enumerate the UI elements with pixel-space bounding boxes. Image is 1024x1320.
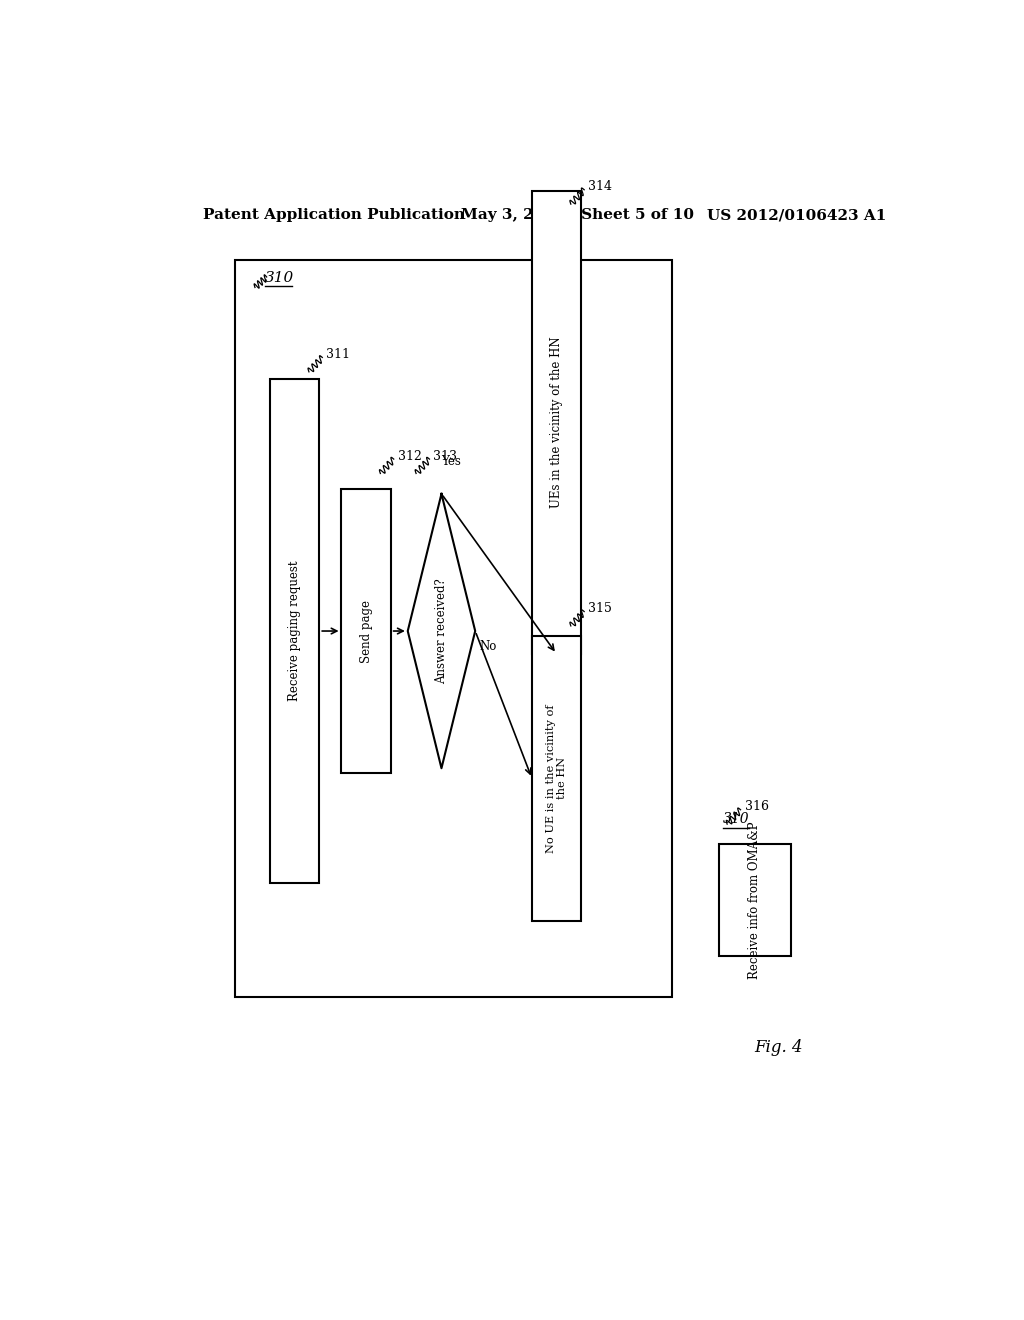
Text: 311: 311 [327,348,350,360]
Text: UEs in the vicinity of the HN: UEs in the vicinity of the HN [550,337,563,508]
Text: 314: 314 [588,181,612,193]
Polygon shape [408,494,475,768]
Text: US 2012/0106423 A1: US 2012/0106423 A1 [708,209,887,222]
Bar [531,636,582,921]
Text: No: No [479,640,497,653]
Bar [236,260,672,997]
Bar [719,845,791,956]
Text: 310: 310 [723,812,750,826]
Text: Yes: Yes [441,455,461,469]
Text: 316: 316 [744,800,768,813]
Text: No UE is in the vicinity of
the HN: No UE is in the vicinity of the HN [546,704,567,853]
Bar [531,191,582,653]
Text: 312: 312 [397,450,422,462]
Text: 313: 313 [433,450,458,462]
Bar [270,379,319,883]
Text: Fig. 4: Fig. 4 [755,1039,803,1056]
Text: 315: 315 [588,602,612,615]
Text: May 3, 2012   Sheet 5 of 10: May 3, 2012 Sheet 5 of 10 [461,209,694,222]
Text: Patent Application Publication: Patent Application Publication [204,209,465,222]
Text: Receive info from OMA&P: Receive info from OMA&P [749,821,762,979]
Text: Send page: Send page [359,599,373,663]
Text: Receive paging request: Receive paging request [288,561,301,701]
Bar [341,488,391,774]
Text: Answer received?: Answer received? [435,578,447,684]
Text: 310: 310 [265,272,295,285]
